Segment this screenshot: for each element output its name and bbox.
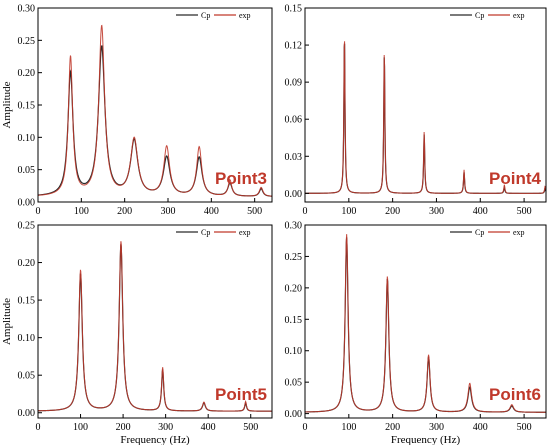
legend-label-exp: exp (239, 11, 251, 20)
legend-label-cp: Cp (475, 228, 484, 237)
y-tick-label: 0.15 (18, 296, 36, 307)
y-axis-label: Amplitude (1, 298, 13, 345)
legend-label-cp: Cp (201, 11, 210, 20)
x-tick-label: 0 (303, 206, 308, 217)
y-tick-label: 0.25 (285, 252, 303, 263)
y-tick-label: 0.00 (18, 198, 36, 209)
chart-panel-4: 0 100 200 300 400 500 0.00 0.05 0.10 0.15 0.20 0.25… (285, 221, 547, 445)
legend-label-exp: exp (513, 228, 525, 237)
panel-label: Point6 (489, 385, 541, 404)
y-tick-label: 0.10 (285, 346, 303, 357)
chart-panel-2: 0 100 200 300 400 500 0.00 0.03 0.06 0.09 0.12 0.15… (285, 4, 547, 217)
x-tick-label: 100 (341, 206, 356, 217)
y-tick-label: 0.15 (18, 101, 36, 112)
x-tick-label: 100 (74, 206, 89, 217)
x-tick-label: 200 (117, 206, 132, 217)
x-axis-label: Frequency (Hz) (120, 434, 190, 445)
x-tick-label: 500 (517, 206, 532, 217)
legend: Cp exp (176, 11, 251, 20)
y-tick-label: 0.25 (18, 221, 36, 232)
legend: Cp exp (176, 228, 251, 237)
x-tick-label: 100 (341, 422, 356, 433)
x-tick-label: 0 (303, 422, 308, 433)
x-tick-label: 400 (204, 206, 219, 217)
x-tick-label: 500 (517, 422, 532, 433)
y-tick-label: 0.25 (18, 36, 36, 47)
y-tick-label: 0.00 (285, 189, 303, 200)
y-tick-label: 0.15 (285, 4, 303, 15)
y-tick-label: 0.00 (18, 408, 36, 419)
series-line-exp (305, 234, 546, 413)
y-axis-label: Amplitude (1, 81, 13, 128)
x-tick-label: 300 (429, 422, 444, 433)
y-tick-label: 0.10 (18, 333, 36, 344)
legend: Cp exp (450, 11, 525, 20)
x-tick-label: 0 (36, 206, 41, 217)
panel-label: Point4 (489, 169, 541, 188)
chart-panel-1: 0 100 200 300 400 500 0.00 0.05 0.10 0.15 0.20 0.25… (1, 4, 273, 217)
y-tick-label: 0.12 (285, 41, 303, 52)
y-tick-label: 0.09 (285, 78, 303, 89)
plot-frame (304, 7, 547, 203)
x-tick-label: 100 (73, 422, 88, 433)
series-line-exp (305, 41, 546, 194)
x-tick-label: 200 (385, 206, 400, 217)
y-tick-label: 0.20 (285, 283, 303, 294)
y-tick-label: 0.20 (18, 68, 36, 79)
x-tick-label: 400 (201, 422, 216, 433)
legend-label-cp: Cp (201, 228, 210, 237)
y-tick-label: 0.06 (285, 115, 303, 126)
y-tick-label: 0.30 (18, 4, 36, 15)
y-tick-label: 0.30 (285, 221, 303, 232)
x-tick-label: 500 (247, 206, 262, 217)
y-tick-label: 0.20 (18, 258, 36, 269)
x-tick-label: 300 (158, 422, 173, 433)
x-axis-label: Frequency (Hz) (391, 434, 461, 445)
chart-panel-3: 0 100 200 300 400 500 0.00 0.05 0.10 0.15 0.20 0.25… (1, 221, 273, 445)
plot-frame (37, 224, 273, 419)
x-tick-label: 200 (385, 422, 400, 433)
x-tick-label: 300 (161, 206, 176, 217)
x-tick-label: 500 (243, 422, 258, 433)
x-tick-label: 300 (429, 206, 444, 217)
x-tick-label: 400 (473, 206, 488, 217)
plot-frame (304, 224, 547, 419)
y-tick-label: 0.03 (285, 152, 303, 163)
y-tick-label: 0.05 (285, 378, 303, 389)
y-tick-label: 0.05 (18, 165, 36, 176)
legend-label-exp: exp (239, 228, 251, 237)
legend-label-exp: exp (513, 11, 525, 20)
x-tick-label: 200 (116, 422, 131, 433)
series-line-exp (38, 241, 272, 412)
panel-label: Point5 (215, 385, 267, 404)
series-line-exp (38, 24, 272, 197)
y-tick-label: 0.00 (285, 409, 303, 420)
legend-label-cp: Cp (475, 11, 484, 20)
y-tick-label: 0.05 (18, 371, 36, 382)
legend: Cp exp (450, 228, 525, 237)
y-tick-label: 0.10 (18, 133, 36, 144)
x-tick-label: 400 (473, 422, 488, 433)
panel-label: Point3 (215, 169, 267, 188)
x-tick-label: 0 (36, 422, 41, 433)
y-tick-label: 0.15 (285, 315, 303, 326)
